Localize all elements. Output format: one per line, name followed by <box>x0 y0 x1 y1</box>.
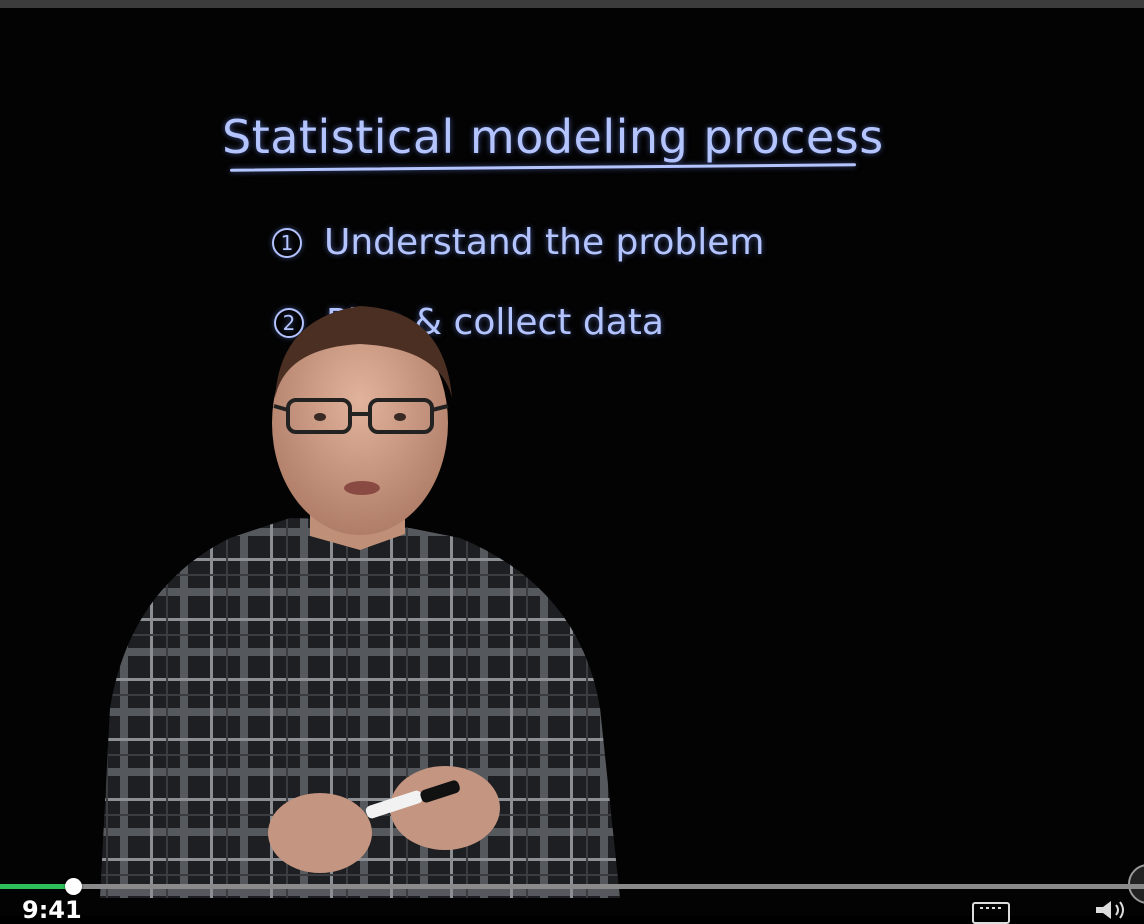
title-underline <box>229 163 857 172</box>
step-1-number: 1 <box>272 227 302 258</box>
presenter-figure <box>100 306 620 898</box>
closed-captions-icon <box>980 907 1002 909</box>
step-2-number: 2 <box>274 307 304 338</box>
volume-button[interactable] <box>1094 898 1134 922</box>
closed-captions-button[interactable] <box>972 902 1010 924</box>
board-title: Statistical modeling process <box>222 110 884 164</box>
progress-scrubber-handle[interactable] <box>65 878 83 895</box>
video-frame[interactable]: Statistical modeling process 1 Understan… <box>0 8 1144 916</box>
progress-fill <box>0 884 74 889</box>
step-1-label: Understand the problem <box>324 222 765 263</box>
volume-icon <box>1096 901 1124 919</box>
board-step-1: 1 Understand the problem <box>272 222 765 263</box>
current-time-label: 9:41 <box>22 896 82 924</box>
window-top-bar <box>0 0 1144 8</box>
progress-bar[interactable] <box>0 878 1144 895</box>
